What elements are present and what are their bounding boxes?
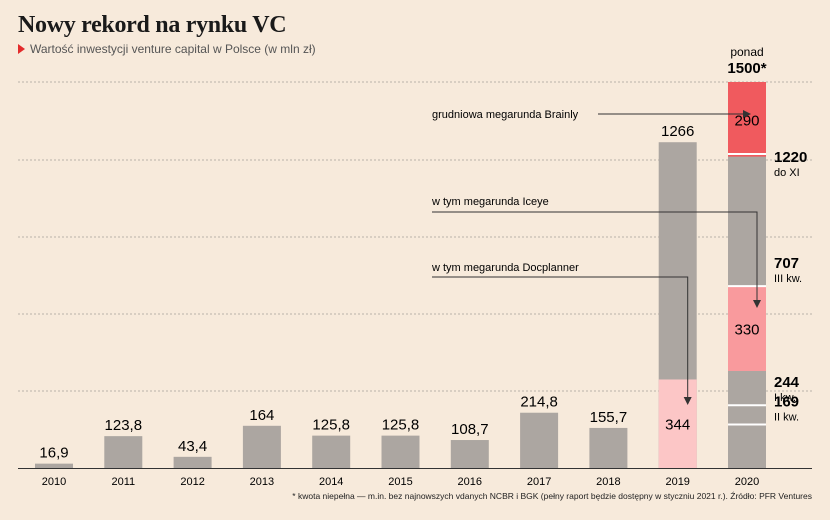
iceye-value-label: 330 [734,322,759,339]
docplanner-segment [658,379,697,468]
quarter-sublabel: I kw. [774,392,796,404]
bar-2010 [35,463,73,468]
docplanner-value-label: 344 [665,417,690,434]
bar-value-label: 164 [249,407,274,424]
x-tick-label: 2017 [527,476,551,488]
quarter-sublabel: do XI [774,167,800,179]
bar-value-label: 214,8 [520,394,558,411]
x-tick-label: 2015 [388,476,412,488]
x-tick-label: 2016 [458,476,482,488]
bar-2017 [520,412,559,468]
brainly-value-label: 290 [734,112,759,129]
x-tick-label: 2019 [665,476,689,488]
triangle-marker-icon [18,44,25,54]
brainly-callout-label: grudniowa megarunda Brainly [432,109,579,121]
bar-2013 [242,425,281,468]
bar-value-label: 123,8 [105,417,143,434]
x-tick-label: 2018 [596,476,620,488]
docplanner-arrow-icon [683,397,692,405]
bar-value-label: 1266 [661,123,694,140]
bar-value-label: 108,7 [451,421,489,438]
quarter-sublabel: II kw. [774,412,799,424]
chart-subtitle-text: Wartość inwestycji venture capital w Pol… [30,42,316,56]
x-tick-label: 2014 [319,476,343,488]
chart-title: Nowy rekord na rynku VC [18,12,287,38]
footnote: * kwota niepełna — m.in. bez najnowszych… [292,491,812,501]
quarter-value-label: 244 [774,374,800,391]
docplanner-callout-line [432,276,689,399]
iceye-callout-line [432,211,758,302]
bar-value-label: 16,9 [39,445,68,462]
docplanner-callout-label: w tym megarunda Docplanner [431,262,579,274]
quarter-value-label: 707 [774,255,799,272]
total-2020-prefix: ponad [730,45,763,59]
brainly-segment [728,82,766,157]
bar-2016 [450,440,489,468]
iceye-callout-label: w tym megarunda Iceye [431,196,549,208]
bar-2014 [312,435,351,468]
x-tick-label: 2013 [250,476,274,488]
bar-2012 [173,456,212,468]
brainly-arrow-icon [743,110,751,118]
bar-value-label: 125,8 [382,417,420,434]
x-tick-label: 2020 [735,476,759,488]
quarter-sublabel: III kw. [774,273,802,285]
bar-value-label: 125,8 [312,417,350,434]
total-2020-label: 1500* [727,60,766,77]
quarter-value-label: 169 [774,394,799,411]
bar-value-label: 43,4 [178,438,207,455]
chart-subtitle: Wartość inwestycji venture capital w Pol… [18,42,316,56]
bar-2011 [104,436,143,468]
bar-value-label: 155,7 [590,409,628,426]
iceye-arrow-icon [753,300,761,308]
bar-2015 [381,435,420,468]
x-tick-label: 2010 [42,476,66,488]
bar-2018 [589,427,628,468]
quarter-value-label: 1220 [774,149,807,166]
x-tick-label: 2011 [111,476,135,488]
x-tick-label: 2012 [180,476,204,488]
